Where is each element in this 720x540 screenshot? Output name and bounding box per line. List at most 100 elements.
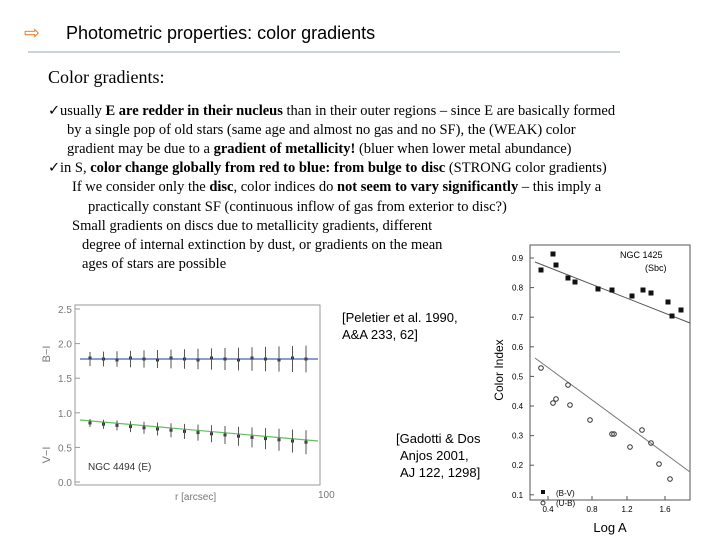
header-title: Photometric properties: color gradients — [66, 23, 375, 43]
citation-line: AJ 122, 1298] — [400, 465, 480, 480]
left-plot: 2.5 2.0 1.5 1.0 0.5 0.0 B−I V−I r [arcsec] 100 NGC… — [41, 304, 335, 503]
text-segment: If we consider only the — [72, 179, 209, 195]
section-title: Color gradients: — [48, 67, 164, 87]
point — [669, 313, 675, 319]
y-tick-label: 0.5 — [512, 372, 524, 381]
y-tick-label: 0.3 — [512, 432, 524, 441]
y-tick-label: 0.5 — [58, 443, 72, 454]
body-line: Small gradients on discs due to metallic… — [72, 218, 432, 234]
axis-label: B−I — [41, 346, 53, 363]
citation-line: [Peletier et al. 1990, — [342, 310, 458, 325]
text-segment: than in their outer regions – since E ar… — [283, 103, 616, 119]
x-tick-label: 0.8 — [586, 505, 598, 514]
text-segment: – this imply a — [518, 179, 602, 195]
legend-symbol — [541, 490, 545, 494]
citation-line: A&A 233, 62] — [342, 327, 418, 342]
point — [567, 402, 573, 408]
axis-label: V−I — [41, 447, 53, 464]
point — [639, 427, 645, 433]
text-segment: ages of stars are possible — [82, 256, 226, 272]
y-tick-label: 1.0 — [58, 409, 72, 420]
legend-label: (U-B) — [556, 499, 575, 508]
y-tick-label: 0.6 — [512, 343, 524, 352]
point — [611, 431, 617, 437]
text-segment: gradient may be due to a — [67, 141, 214, 157]
x-tick-label: 1.2 — [621, 505, 633, 514]
text-segment: degree of internal extinction by dust, o… — [82, 237, 443, 253]
point — [609, 431, 615, 437]
y-tick-label: 0.2 — [512, 461, 524, 470]
y-tick-label: 0.4 — [512, 402, 524, 411]
text-segment: (bluer when lower metal abundance) — [355, 141, 571, 157]
header-icon: ⇨ — [24, 23, 40, 44]
body-line: If we consider only the disc, color indi… — [72, 179, 602, 195]
point — [627, 444, 633, 450]
legend-label: (B-V) — [556, 489, 575, 498]
point — [550, 251, 556, 257]
point — [538, 267, 544, 273]
y-tick-label: 0.9 — [512, 254, 524, 263]
y-axis-label: Color Index — [492, 339, 506, 400]
text-segment: practically constant SF (continuous infl… — [88, 199, 507, 215]
text-segment: gradient of metallicity! — [214, 141, 356, 157]
body-line: in S, color change globally from red to … — [60, 160, 607, 176]
x-axis-label: r [arcsec] — [175, 492, 216, 503]
fit-line — [534, 357, 691, 473]
text-segment: E are redder in their nucleus — [106, 103, 284, 119]
point — [648, 440, 654, 446]
x-tick-label: 1.6 — [659, 505, 671, 514]
point — [587, 417, 593, 423]
body-line: by a single pop of old stars (same age a… — [67, 122, 576, 138]
y-tick-label: 2.5 — [58, 305, 72, 316]
body-line: practically constant SF (continuous infl… — [88, 199, 507, 215]
point — [665, 299, 671, 305]
bullet: ✓ — [48, 160, 60, 176]
point — [565, 275, 571, 281]
text-segment: color change globally from red to blue: … — [90, 160, 446, 176]
text-segment: by a single pop of old stars (same age a… — [67, 122, 576, 138]
x-tick-label: 0.4 — [542, 505, 554, 514]
x-tick-label: 100 — [318, 490, 335, 501]
point — [648, 290, 654, 296]
text-segment: not seem to vary significantly — [337, 179, 519, 195]
plot-frame — [74, 304, 321, 486]
plot-title: NGC 1425 — [620, 250, 663, 260]
plot-frame — [529, 244, 691, 501]
citation-line: [Gadotti & Dos — [396, 431, 481, 446]
plot-caption: NGC 4494 (E) — [88, 462, 151, 473]
point — [572, 279, 578, 285]
point — [609, 287, 615, 293]
citation-line: Anjos 2001, — [400, 448, 469, 463]
text-segment: disc — [209, 179, 234, 195]
point — [553, 262, 559, 268]
text-segment: , color indices do — [233, 179, 337, 195]
point — [538, 365, 544, 371]
text-segment: (STRONG color gradients) — [445, 160, 607, 176]
point — [550, 400, 556, 406]
point — [656, 461, 662, 467]
body-line: gradient may be due to a gradient of met… — [67, 141, 572, 157]
x-axis-label: Log A — [593, 520, 627, 535]
body-line: usually E are redder in their nucleus th… — [60, 103, 616, 119]
point — [595, 286, 601, 292]
point — [667, 476, 673, 482]
text-segment: in S, — [60, 160, 90, 176]
plot-subtitle: (Sbc) — [645, 263, 667, 273]
y-tick-label: 0.7 — [512, 313, 524, 322]
y-tick-label: 1.5 — [58, 374, 72, 385]
fit-line — [79, 419, 319, 442]
y-tick-label: 0.8 — [512, 284, 524, 293]
y-tick-label: 0.0 — [58, 478, 72, 489]
point — [553, 396, 559, 402]
text-segment: Small gradients on discs due to metallic… — [72, 218, 432, 234]
body-line: ages of stars are possible — [82, 256, 226, 272]
legend-symbol — [540, 500, 546, 506]
y-tick-label: 0.1 — [512, 491, 524, 500]
body-line: degree of internal extinction by dust, o… — [82, 237, 443, 253]
y-tick-label: 2.0 — [58, 340, 72, 351]
point — [629, 293, 635, 299]
point — [640, 287, 646, 293]
bullet: ✓ — [48, 103, 60, 119]
